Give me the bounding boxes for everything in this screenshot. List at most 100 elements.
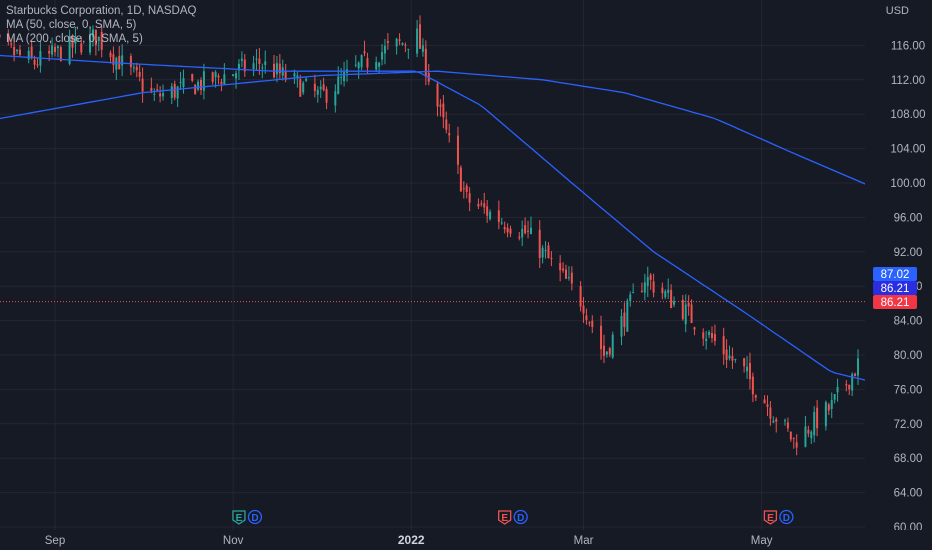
candle[interactable]: [629, 294, 632, 301]
candle[interactable]: [623, 312, 626, 328]
candle[interactable]: [456, 135, 459, 165]
candle[interactable]: [94, 29, 97, 46]
candle[interactable]: [237, 63, 240, 71]
candle[interactable]: [340, 76, 343, 78]
candle[interactable]: [80, 43, 83, 53]
candle[interactable]: [354, 64, 357, 66]
candle[interactable]: [135, 66, 138, 71]
candle[interactable]: [673, 301, 676, 305]
candle[interactable]: [302, 82, 305, 93]
candle[interactable]: [360, 55, 363, 68]
candle[interactable]: [527, 230, 530, 232]
candle[interactable]: [792, 437, 795, 439]
candle[interactable]: [748, 362, 751, 380]
candle[interactable]: [30, 46, 33, 58]
candle[interactable]: [652, 281, 655, 293]
dividend-marker[interactable]: [513, 509, 528, 525]
candle[interactable]: [381, 52, 384, 60]
candle[interactable]: [772, 420, 775, 423]
candle[interactable]: [383, 45, 386, 54]
candle[interactable]: [77, 38, 80, 40]
candle[interactable]: [497, 210, 500, 222]
candle[interactable]: [746, 366, 749, 372]
candle[interactable]: [804, 426, 807, 447]
candle[interactable]: [649, 274, 652, 280]
candle[interactable]: [813, 411, 816, 436]
candle[interactable]: [708, 332, 711, 336]
event-markers[interactable]: EDEDEDEDEDED: [0, 509, 932, 525]
candle[interactable]: [769, 407, 772, 419]
candle[interactable]: [261, 67, 264, 69]
candle[interactable]: [115, 57, 118, 70]
candle[interactable]: [322, 84, 325, 91]
candle[interactable]: [506, 227, 509, 233]
candle[interactable]: [217, 75, 220, 78]
candle[interactable]: [258, 58, 261, 64]
candle[interactable]: [521, 228, 524, 238]
candle[interactable]: [100, 31, 103, 50]
candle[interactable]: [51, 45, 54, 55]
candle[interactable]: [711, 333, 713, 339]
candle[interactable]: [664, 291, 667, 298]
time-axis[interactable]: SepNov2022MarMayJulSepNov2023Mar: [0, 530, 932, 550]
candle[interactable]: [275, 63, 278, 75]
candle[interactable]: [626, 300, 629, 332]
candle[interactable]: [702, 332, 705, 339]
candle[interactable]: [214, 71, 217, 78]
candle[interactable]: [830, 400, 833, 409]
candle[interactable]: [480, 203, 483, 205]
candle[interactable]: [68, 36, 71, 64]
candle[interactable]: [211, 72, 214, 83]
candle[interactable]: [462, 188, 465, 190]
candle[interactable]: [191, 74, 194, 81]
candle[interactable]: [284, 70, 287, 80]
candle[interactable]: [544, 250, 547, 252]
price-axis[interactable]: 116.00 112.00 108.00 104.00 100.00 96.00 92.00…: [865, 0, 932, 550]
earnings-marker[interactable]: [498, 510, 512, 525]
candle[interactable]: [550, 257, 553, 259]
candle[interactable]: [529, 227, 532, 234]
candle[interactable]: [640, 291, 643, 293]
ma50-legend[interactable]: MA (50, close, 0, SMA, 5): [6, 19, 137, 31]
candle[interactable]: [722, 336, 725, 355]
candle[interactable]: [296, 75, 299, 78]
candle[interactable]: [690, 304, 693, 324]
candle[interactable]: [200, 79, 202, 90]
candle[interactable]: [313, 83, 316, 91]
candle[interactable]: [585, 315, 588, 321]
candle[interactable]: [538, 229, 541, 258]
candle[interactable]: [54, 46, 56, 53]
candle[interactable]: [693, 327, 696, 330]
candle[interactable]: [89, 33, 92, 53]
candle[interactable]: [684, 304, 687, 325]
candle[interactable]: [836, 386, 839, 393]
candle[interactable]: [605, 351, 608, 355]
candle[interactable]: [299, 79, 302, 97]
candle[interactable]: [416, 28, 419, 54]
candle[interactable]: [27, 50, 30, 60]
candle[interactable]: [439, 104, 442, 107]
candle[interactable]: [7, 33, 10, 42]
candle[interactable]: [503, 226, 506, 230]
candle[interactable]: [562, 268, 565, 271]
candle[interactable]: [845, 384, 848, 386]
candle[interactable]: [319, 86, 322, 90]
candle[interactable]: [786, 422, 789, 429]
candle[interactable]: [620, 316, 623, 337]
candle[interactable]: [643, 282, 646, 293]
candle[interactable]: [401, 43, 404, 45]
candle[interactable]: [325, 89, 328, 103]
dividend-marker[interactable]: [779, 509, 794, 525]
currency-label[interactable]: USD: [885, 5, 909, 17]
candle[interactable]: [407, 48, 410, 50]
candle[interactable]: [436, 83, 439, 107]
candle[interactable]: [159, 93, 162, 97]
candle[interactable]: [378, 62, 381, 67]
candle[interactable]: [518, 236, 521, 239]
candle[interactable]: [366, 58, 369, 68]
candle[interactable]: [661, 287, 664, 294]
candle[interactable]: [170, 86, 173, 98]
candle[interactable]: [588, 322, 591, 324]
candle[interactable]: [602, 345, 605, 356]
